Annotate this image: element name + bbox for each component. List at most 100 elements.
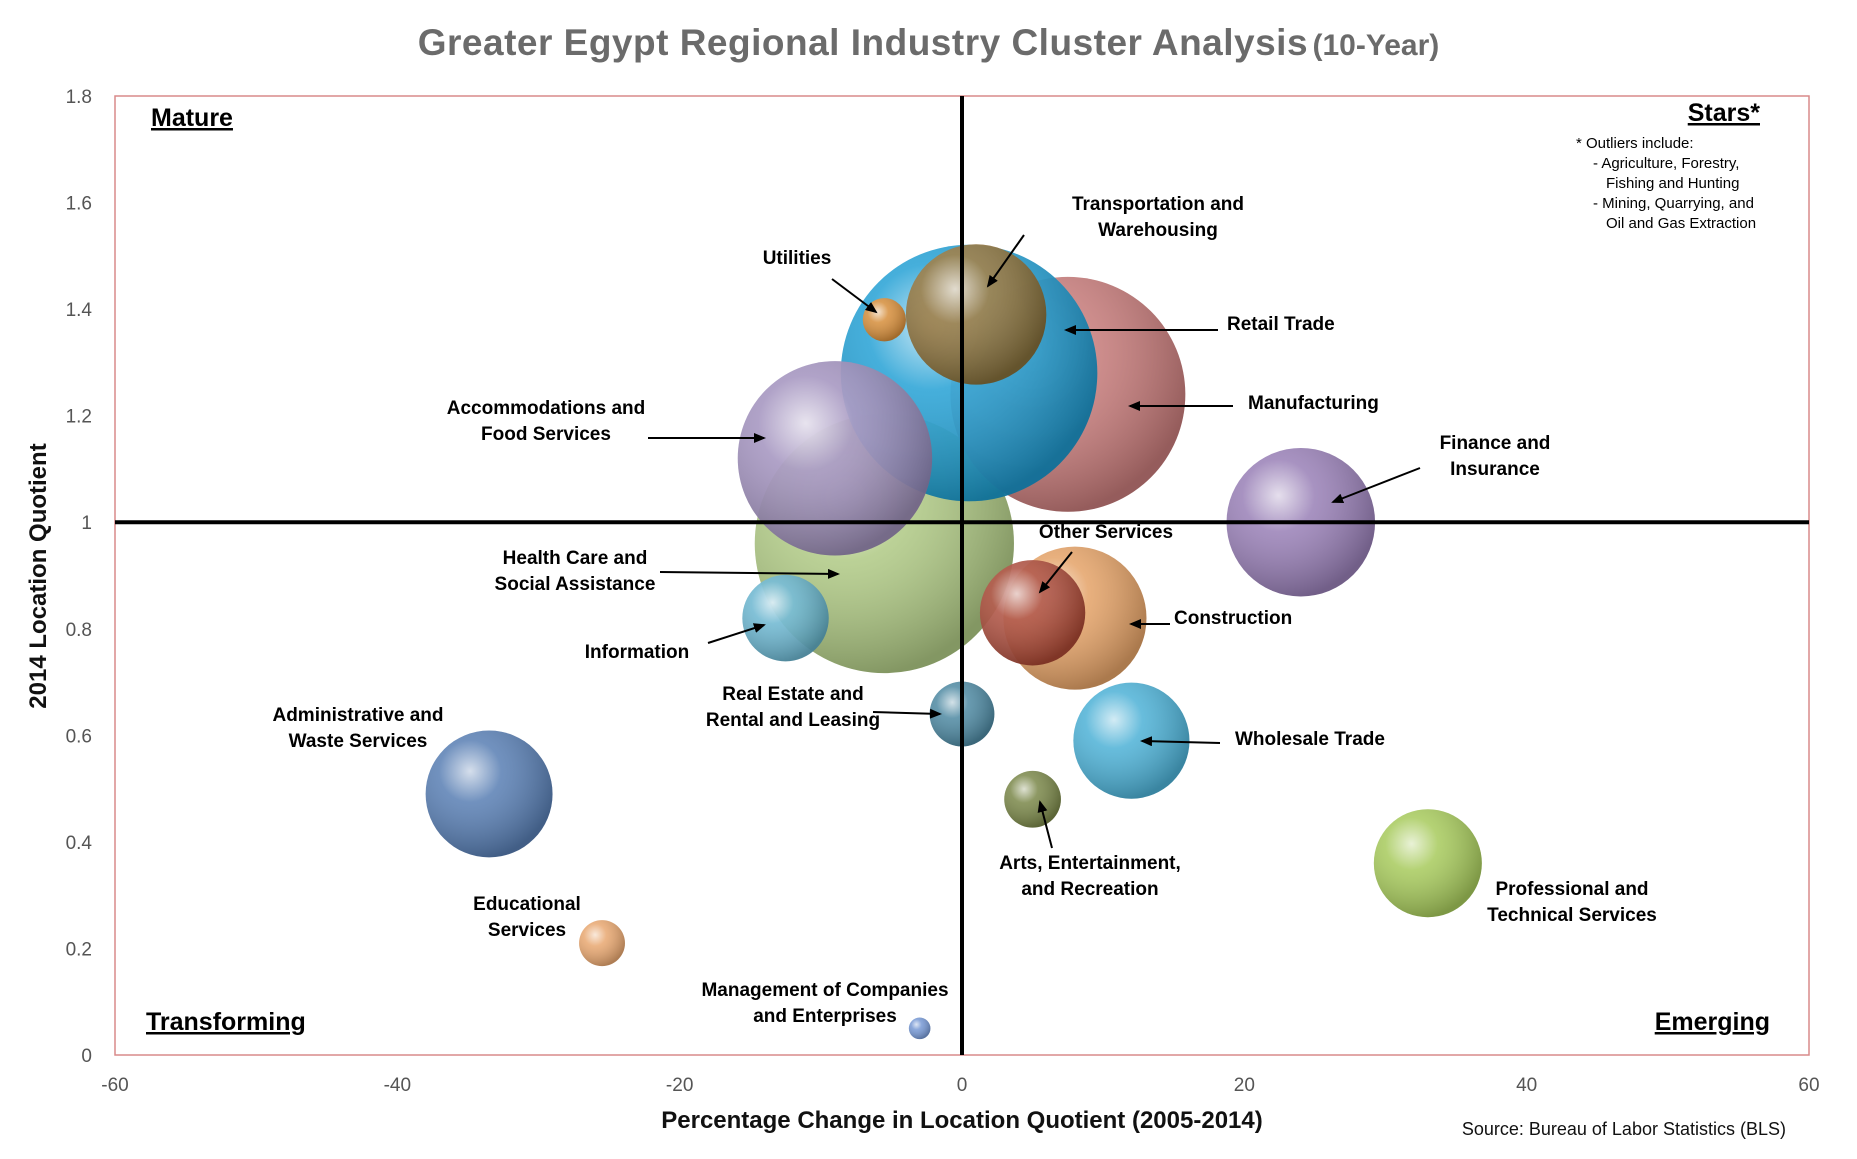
bubble-gloss [742, 574, 829, 662]
bubble-gloss [979, 560, 1086, 666]
bubble-label-line: Arts, Entertainment, [999, 853, 1181, 874]
bubble [979, 560, 1086, 666]
chart-title: Greater Egypt Regional Industry Cluster … [0, 22, 1857, 64]
bubbles-layer [425, 244, 1482, 1040]
bubble-label-line: Management of Companies [701, 980, 948, 1001]
bubble [1073, 682, 1190, 799]
bubble-label-line: Real Estate and [722, 684, 864, 705]
bubble-label-line: Insurance [1450, 459, 1540, 480]
label-arrow [1037, 800, 1053, 849]
bubble-gloss [905, 244, 1047, 385]
bubble-label: Accommodations and Food Services [447, 398, 766, 445]
y-tick-label: 1.6 [66, 194, 92, 215]
label-arrow [707, 623, 766, 644]
bubble-label: Health Care and Social Assistance [495, 548, 840, 595]
bubble-label: Transportation and Warehousing [986, 194, 1244, 288]
bubble-label: Administrative and Waste Services [272, 705, 443, 752]
outlier-note: * Outliers include: - Agriculture, Fores… [1576, 135, 1756, 232]
bubble-gloss [862, 298, 906, 342]
bubble [1004, 770, 1061, 828]
label-arrow [659, 568, 840, 579]
chart-title-main: Greater Egypt Regional Industry Cluster … [417, 22, 1309, 63]
y-tick-label: 1.2 [66, 407, 92, 428]
bubble-label-line: and Enterprises [753, 1006, 897, 1027]
outlier-note-line-4: - Mining, Quarrying, and [1593, 195, 1754, 212]
bubble-label: Information [585, 623, 766, 663]
y-tick-label: 0.4 [66, 833, 93, 854]
bubble-label-line: Retail Trade [1227, 314, 1335, 335]
bubble [742, 574, 829, 662]
chart-title-suffix: (10-Year) [1312, 29, 1440, 62]
x-tick-label: 0 [957, 1075, 968, 1096]
bubble-label: Professional and Technical Services [1487, 879, 1657, 926]
bubble-gloss [908, 1017, 931, 1040]
bubble-label-line: Food Services [481, 424, 611, 445]
bubble-label-line: Services [488, 920, 566, 941]
y-axis-title: 2014 Location Quotient [25, 443, 52, 708]
quadrant-label-stars: Stars* [1688, 99, 1761, 127]
label-arrow [831, 278, 878, 314]
x-tick-label: -20 [666, 1075, 693, 1096]
bubble-label: Utilities [763, 248, 878, 314]
x-tick-label: 40 [1516, 1075, 1537, 1096]
bubble-label: Other Services [1038, 522, 1173, 594]
bubble-label-line: and Recreation [1021, 879, 1158, 900]
bubble [425, 730, 553, 858]
bubble-label: Manufacturing [1128, 393, 1379, 414]
bubble-label-line: Accommodations and [447, 398, 645, 419]
y-tick-label: 1.8 [66, 87, 92, 108]
x-tick-label: 60 [1798, 1075, 1819, 1096]
bubble-label: Construction [1129, 608, 1292, 629]
bubble-labels-layer: Health Care and Social Assistance Manufact… [272, 194, 1656, 1027]
bubble-label-line: Rental and Leasing [706, 710, 880, 731]
x-axis-title: Percentage Change in Location Quotient (… [661, 1107, 1262, 1134]
bubble-gloss [1373, 809, 1482, 918]
bubble-label-line: Information [585, 642, 690, 663]
bubble-label-line: Social Assistance [495, 574, 656, 595]
y-tick-label: 1 [81, 513, 92, 534]
bubble-label: Retail Trade [1064, 314, 1335, 335]
y-tick-label: 1.4 [66, 300, 93, 321]
bubble-label-line: Manufacturing [1248, 393, 1379, 414]
label-arrow [872, 708, 942, 719]
x-tick-label: 20 [1234, 1075, 1255, 1096]
bubble-gloss [1004, 770, 1061, 828]
bubble-label-line: Construction [1174, 608, 1292, 629]
y-tick-label: 0.2 [66, 939, 92, 960]
label-arrow [1140, 736, 1221, 747]
bubble-label-line: Administrative and [272, 705, 443, 726]
y-axis-ticks: 0 0.2 0.4 0.6 0.8 1 1.2 1.4 1.6 1.8 [66, 87, 93, 1067]
bubble-gloss [579, 920, 625, 967]
y-tick-label: 0.8 [66, 620, 92, 641]
outlier-note-line-3: Fishing and Hunting [1606, 175, 1739, 192]
source-note: Source: Bureau of Labor Statistics (BLS) [1462, 1119, 1786, 1139]
bubble-label: Real Estate and Rental and Leasing [706, 684, 942, 731]
label-arrow [986, 234, 1025, 288]
bubble [579, 920, 625, 967]
bubble-label: Wholesale Trade [1140, 729, 1385, 750]
bubble-label-line: Technical Services [1487, 905, 1657, 926]
outlier-note-line-5: Oil and Gas Extraction [1606, 215, 1756, 232]
bubble [908, 1017, 931, 1040]
bubble-label: Management of Companies and Enterprises [701, 980, 948, 1027]
bubble-label-line: Utilities [763, 248, 832, 269]
bubble-label-line: Transportation and [1072, 194, 1244, 215]
bubble-label: Arts, Entertainment, and Recreation [999, 800, 1181, 900]
bubble-gloss [737, 361, 933, 556]
outlier-note-line-2: - Agriculture, Forestry, [1593, 155, 1739, 172]
y-tick-label: 0 [81, 1046, 92, 1067]
bubble [737, 361, 933, 556]
quadrant-label-emerging: Emerging [1655, 1008, 1770, 1036]
bubble-label: Educational Services [473, 894, 581, 941]
x-tick-label: -60 [101, 1075, 128, 1096]
bubble [905, 244, 1047, 385]
reference-lines [115, 96, 1809, 1055]
bubble-label-line: Professional and [1495, 879, 1648, 900]
quadrant-label-transforming: Transforming [146, 1008, 306, 1036]
label-arrow [1038, 551, 1073, 594]
x-tick-label: -40 [384, 1075, 411, 1096]
bubble [862, 298, 906, 342]
y-tick-label: 0.6 [66, 726, 92, 747]
bubble-gloss [1073, 682, 1190, 799]
